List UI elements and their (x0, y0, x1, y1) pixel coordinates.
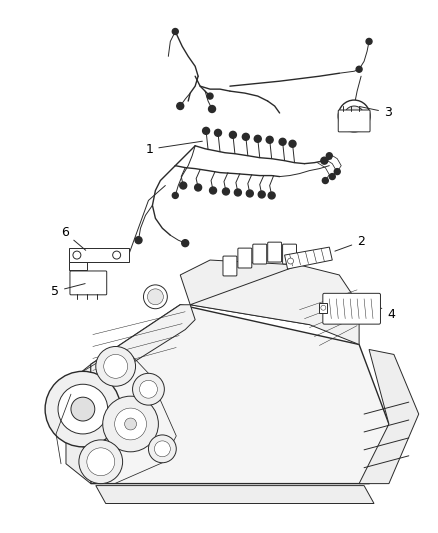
Circle shape (182, 240, 189, 247)
Text: 1: 1 (145, 141, 202, 156)
Circle shape (329, 174, 335, 180)
Circle shape (45, 372, 120, 447)
Circle shape (230, 131, 237, 139)
Circle shape (223, 188, 230, 195)
Circle shape (326, 153, 332, 159)
Circle shape (321, 305, 326, 310)
Circle shape (322, 177, 328, 183)
Circle shape (148, 435, 176, 463)
Circle shape (338, 100, 370, 132)
Bar (69, 248, 129, 262)
Polygon shape (285, 247, 332, 269)
Text: 2: 2 (335, 235, 365, 251)
Circle shape (104, 354, 127, 378)
Circle shape (180, 182, 187, 189)
Circle shape (246, 190, 253, 197)
Circle shape (289, 140, 296, 147)
FancyBboxPatch shape (70, 271, 107, 295)
Circle shape (321, 157, 328, 164)
Polygon shape (91, 305, 389, 483)
Text: 3: 3 (360, 106, 392, 119)
Bar (319, 303, 327, 313)
FancyBboxPatch shape (253, 244, 267, 264)
FancyBboxPatch shape (223, 256, 237, 276)
Circle shape (334, 168, 340, 175)
Circle shape (266, 136, 273, 143)
Circle shape (268, 192, 275, 199)
FancyBboxPatch shape (323, 293, 381, 324)
Circle shape (356, 66, 362, 72)
Circle shape (177, 102, 184, 109)
Circle shape (73, 251, 81, 259)
Circle shape (148, 289, 163, 305)
Circle shape (71, 397, 95, 421)
Polygon shape (91, 305, 195, 389)
Circle shape (135, 237, 142, 244)
FancyBboxPatch shape (338, 110, 370, 132)
Circle shape (115, 408, 146, 440)
Circle shape (155, 441, 170, 457)
Circle shape (58, 384, 108, 434)
FancyBboxPatch shape (283, 244, 297, 264)
Circle shape (215, 130, 222, 136)
Circle shape (133, 373, 164, 405)
Circle shape (344, 106, 364, 126)
Circle shape (140, 380, 157, 398)
Circle shape (279, 139, 286, 146)
Polygon shape (190, 265, 359, 344)
Circle shape (208, 106, 215, 112)
Circle shape (103, 396, 159, 452)
Polygon shape (180, 260, 329, 325)
Polygon shape (66, 365, 91, 483)
Polygon shape (96, 486, 374, 504)
Circle shape (172, 29, 178, 35)
Circle shape (207, 93, 213, 99)
Polygon shape (359, 350, 419, 483)
Circle shape (366, 38, 372, 44)
Circle shape (144, 285, 167, 309)
Text: 6: 6 (61, 226, 86, 251)
FancyBboxPatch shape (268, 242, 282, 262)
Text: 5: 5 (51, 284, 85, 298)
Circle shape (234, 189, 241, 196)
Circle shape (258, 191, 265, 198)
Bar (69, 262, 87, 270)
Circle shape (288, 258, 293, 264)
Circle shape (87, 448, 115, 475)
FancyBboxPatch shape (238, 248, 252, 268)
Circle shape (194, 184, 201, 191)
Circle shape (254, 135, 261, 142)
Circle shape (124, 418, 137, 430)
Circle shape (242, 133, 249, 140)
Text: 4: 4 (381, 308, 395, 321)
Circle shape (79, 440, 123, 483)
Circle shape (209, 187, 216, 194)
Circle shape (96, 346, 135, 386)
Circle shape (172, 192, 178, 198)
Circle shape (203, 127, 209, 134)
Circle shape (113, 251, 120, 259)
